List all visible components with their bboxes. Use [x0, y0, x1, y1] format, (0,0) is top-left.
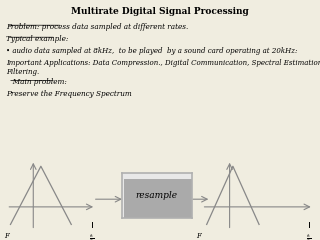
Text: F: F	[4, 232, 9, 240]
Text: Main problem:: Main problem:	[6, 78, 67, 86]
Text: $\frac{f_s}{2}$: $\frac{f_s}{2}$	[306, 232, 311, 240]
FancyBboxPatch shape	[124, 179, 193, 223]
Text: Typical example:: Typical example:	[6, 35, 69, 43]
Text: Problem: process data sampled at different rates.: Problem: process data sampled at differe…	[6, 23, 189, 31]
Text: • audio data sampled at 8kHz,  to be played  by a sound card operating at 20kHz:: • audio data sampled at 8kHz, to be play…	[6, 47, 298, 55]
Text: resample: resample	[136, 191, 178, 200]
Text: F: F	[196, 232, 201, 240]
Text: Preserve the Frequency Spectrum: Preserve the Frequency Spectrum	[6, 90, 132, 98]
Text: Important Applications: Data Compression., Digital Communication, Spectral Estim: Important Applications: Data Compression…	[6, 59, 320, 76]
Text: $\frac{f_s}{2}$: $\frac{f_s}{2}$	[89, 232, 94, 240]
Text: Multirate Digital Signal Processing: Multirate Digital Signal Processing	[71, 7, 249, 16]
